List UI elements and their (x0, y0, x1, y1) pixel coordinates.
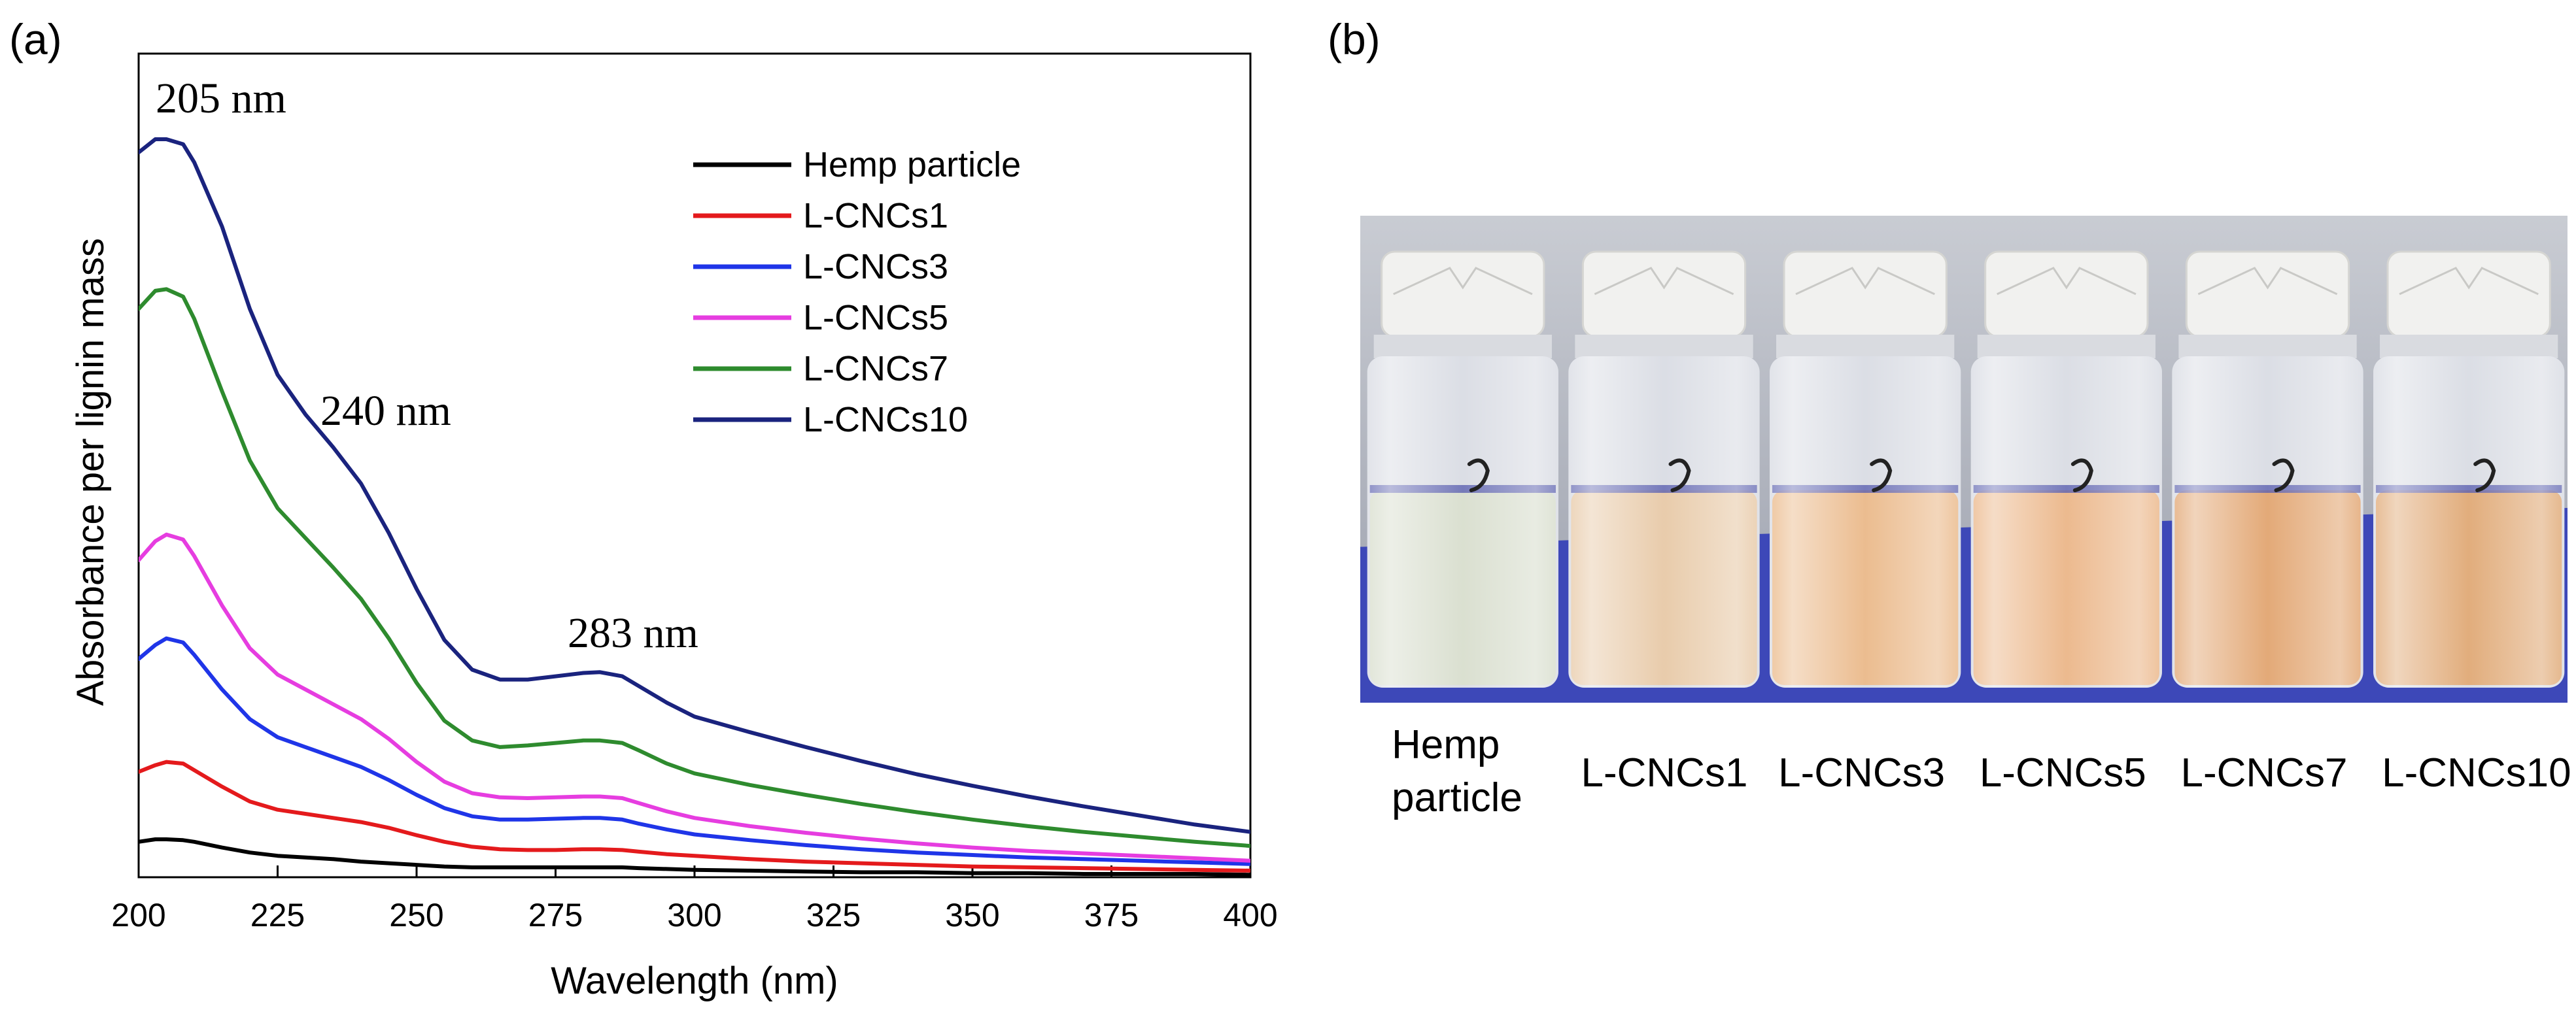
legend-label: L-CNCs7 (803, 349, 948, 388)
series-group (139, 137, 1250, 877)
legend-label: L-CNCs10 (803, 400, 968, 439)
panel-a-label: (a) (9, 15, 62, 63)
vial-neck (2380, 335, 2558, 358)
vial-marker-label (2272, 458, 2295, 492)
series-line-l-cncs10 (139, 137, 1250, 834)
series-line-hemp-particle (139, 837, 1250, 877)
x-tick-label: 325 (806, 897, 861, 933)
x-tick-label: 225 (250, 897, 305, 933)
vial (2373, 250, 2565, 688)
series-line-l-cncs3 (139, 636, 1250, 866)
vial-neck (1373, 335, 1552, 358)
legend-label: L-CNCs1 (803, 196, 948, 235)
y-axis-label: Absorbance per lignin mass (69, 238, 112, 706)
vial-glass-shine (1367, 356, 1558, 688)
vial-label: L-CNCs10 (2382, 750, 2571, 796)
vial-neck (1776, 335, 1955, 358)
vial-glass-shine (2373, 356, 2565, 688)
vial-label: Hemp particle (1392, 719, 1522, 824)
x-tick-label: 375 (1084, 897, 1139, 933)
vial-label: L-CNCs7 (2180, 750, 2348, 796)
vial (2172, 250, 2363, 688)
peak-annotation: 205 nm (156, 75, 286, 122)
vial-label-line: Hemp (1392, 722, 1500, 767)
vial-glass-shine (1970, 356, 2162, 688)
x-tick-label: 400 (1223, 897, 1277, 933)
vial-cap (1581, 250, 1747, 338)
vial-cap (1783, 250, 1948, 338)
series-line-l-cncs7 (139, 287, 1250, 848)
vial (1770, 250, 1961, 688)
panel-b-label: (b) (1328, 15, 1381, 63)
vial-cap-ridge (2399, 267, 2539, 295)
legend-label: Hemp particle (803, 145, 1021, 184)
series-line-l-cncs5 (139, 532, 1250, 863)
vial-neck (1575, 335, 1753, 358)
x-axis-label: Wavelength (nm) (551, 960, 838, 1002)
vial (1367, 250, 1558, 688)
vial-marker-label (1870, 458, 1893, 492)
vial-label: L-CNCs5 (1979, 750, 2146, 796)
x-tick-label: 250 (389, 897, 443, 933)
vial-cap-ridge (1594, 267, 1734, 295)
plot-frame (137, 52, 1252, 879)
x-tick-label: 350 (945, 897, 999, 933)
vial-cap-ridge (2197, 267, 2338, 295)
vial (1568, 250, 1760, 688)
vial-cap (1984, 250, 2149, 338)
vial-cap (1381, 250, 1545, 338)
peak-annotation: 283 nm (568, 609, 698, 657)
vial-marker-label (1668, 458, 1691, 492)
vial-neck (2178, 335, 2357, 358)
legend-label: L-CNCs3 (803, 247, 948, 286)
vial-label-line: particle (1392, 775, 1522, 820)
x-tick-label: 200 (111, 897, 165, 933)
vial-glass-shine (1770, 356, 1961, 688)
legend-label: L-CNCs5 (803, 298, 948, 337)
vial (1970, 250, 2162, 688)
vial-glass-shine (1568, 356, 1760, 688)
vial-label: L-CNCs1 (1581, 750, 1748, 796)
uv-vis-chart: 200 225 250 275 300 325 350 375 400 Wavelength (n… (69, 52, 1278, 1002)
vial-cap-ridge (1393, 267, 1533, 295)
vial-cap-ridge (1997, 267, 2137, 295)
vial-cap-ridge (1795, 267, 1935, 295)
photo-wall (1360, 216, 2567, 547)
series-line-l-cncs1 (139, 760, 1250, 873)
vial-marker-label (2473, 458, 2496, 492)
vial-marker-label (2070, 458, 2093, 492)
vial-glass-shine (2172, 356, 2363, 688)
x-tick-label: 300 (667, 897, 721, 933)
legend: Hemp particle L-CNCs1 L-CNCs3 L-CNCs5 L-CNCs… (693, 145, 1021, 439)
vial-cap (2185, 250, 2350, 338)
x-tick-label: 275 (528, 897, 583, 933)
vial-label: L-CNCs3 (1778, 750, 1946, 796)
vial-neck (1977, 335, 2155, 358)
vials-photo (1360, 216, 2567, 703)
peak-annotation: 240 nm (320, 387, 451, 435)
vial-marker-label (1467, 458, 1490, 492)
vial-cap (2386, 250, 2551, 338)
